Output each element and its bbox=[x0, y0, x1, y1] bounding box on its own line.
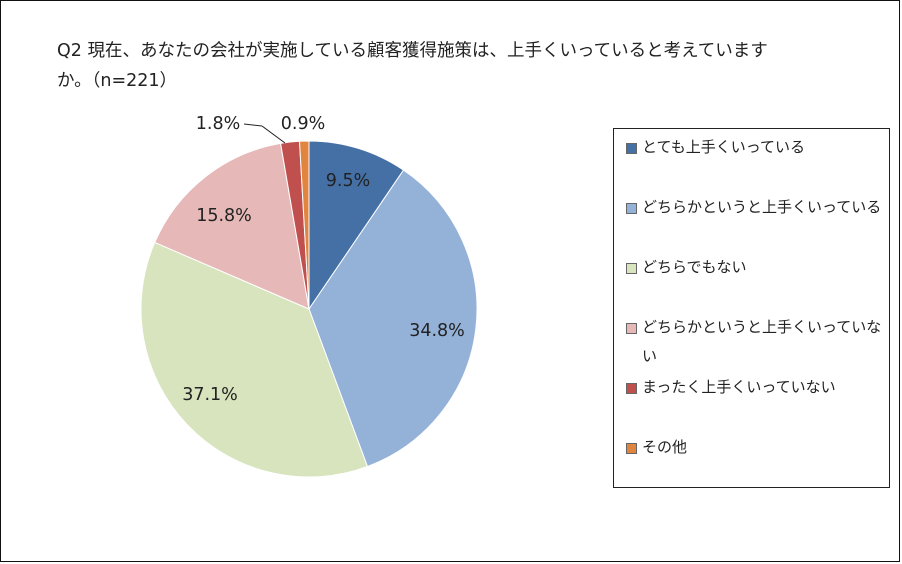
legend-swatch bbox=[626, 323, 637, 334]
chart-title: Q2 現在、あなたの会社が実施している顧客獲得施策は、上手くいっていると考えてい… bbox=[57, 41, 768, 91]
slice-data-label: 9.5% bbox=[326, 171, 370, 191]
slice-data-label: 0.9% bbox=[281, 114, 325, 134]
legend-swatch bbox=[626, 383, 637, 394]
pie-slice bbox=[308, 169, 478, 468]
legend-label: まったく上手くいっていない bbox=[642, 378, 836, 396]
pie-slice bbox=[308, 140, 405, 311]
leader-line bbox=[243, 123, 263, 127]
legend-label: どちらかというと上手くいっていない bbox=[642, 318, 882, 365]
leader-line bbox=[261, 125, 286, 144]
pie-slice bbox=[298, 140, 310, 310]
pie-slice bbox=[154, 142, 310, 310]
pie-slice bbox=[140, 241, 369, 478]
legend-item: まったく上手くいっていない bbox=[624, 373, 886, 402]
legend-label: どちらでもない bbox=[642, 258, 747, 276]
slice-data-label: 34.8% bbox=[409, 321, 465, 341]
slice-data-label: 1.8% bbox=[196, 114, 240, 134]
chart-legend: とても上手くいっているどちらかというと上手くいっている どちらでもないどちらかとい… bbox=[613, 128, 890, 488]
legend-item: どちらかというと上手くいっている bbox=[624, 193, 886, 222]
legend-swatch bbox=[626, 263, 637, 274]
legend-swatch bbox=[626, 203, 637, 214]
legend-item: とても上手くいっている bbox=[624, 133, 886, 162]
legend-swatch bbox=[626, 143, 637, 154]
legend-label: どちらかというと上手くいっている bbox=[642, 198, 882, 216]
legend-item: その他 bbox=[624, 433, 886, 462]
legend-label: その他 bbox=[642, 438, 688, 456]
legend-swatch bbox=[626, 443, 637, 454]
legend-item: どちらでもない bbox=[624, 253, 886, 282]
legend-item: どちらかというと上手くいっていない bbox=[624, 313, 886, 371]
legend-label: とても上手くいっている bbox=[642, 138, 806, 156]
slice-data-label: 15.8% bbox=[196, 206, 252, 226]
slice-data-label: 37.1% bbox=[182, 385, 238, 405]
